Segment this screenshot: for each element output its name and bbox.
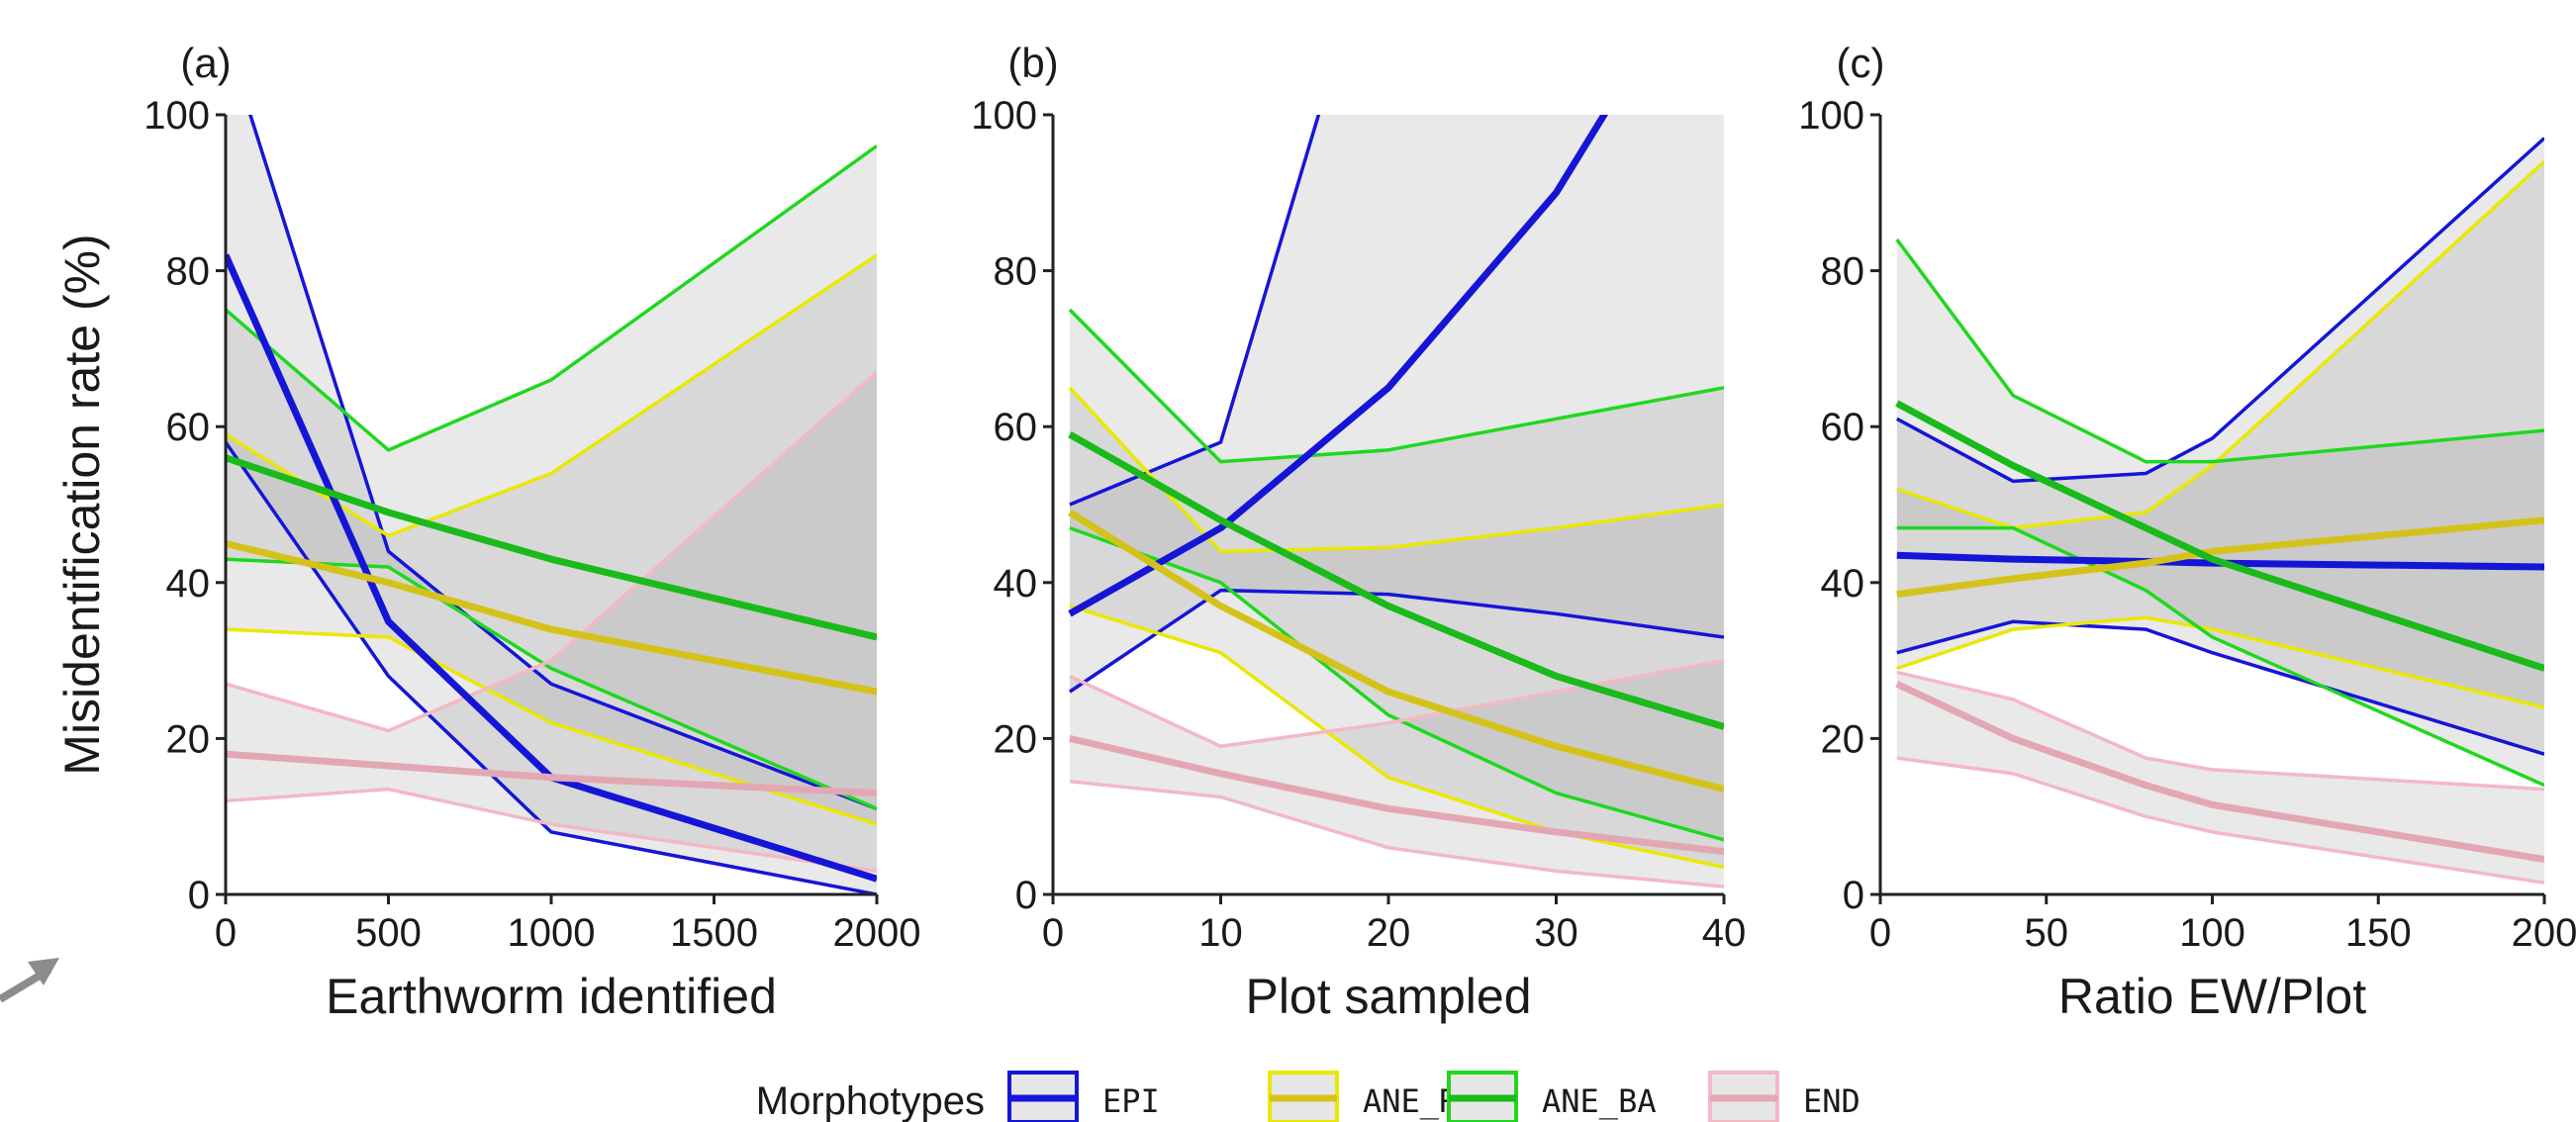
lower-bound-end bbox=[226, 787, 877, 874]
y-tick-label: 100 bbox=[971, 94, 1037, 138]
fit-line-ane-ra bbox=[1068, 509, 1724, 794]
lower-bound-epi bbox=[226, 440, 877, 894]
legend-label: ANE_BA bbox=[1542, 1082, 1657, 1120]
lower-bound-ane-ra bbox=[226, 627, 877, 826]
fit-line-end bbox=[1069, 734, 1724, 856]
lower-bound-ane-ba bbox=[1896, 525, 2544, 788]
panel-label: (a) bbox=[180, 40, 231, 86]
fit-line-ane-ba bbox=[226, 454, 877, 641]
lower-bound-end bbox=[1069, 779, 1724, 888]
fit-line-epi bbox=[1068, 115, 1609, 617]
y-tick-label: 100 bbox=[1798, 94, 1864, 138]
fit-line-epi bbox=[226, 253, 877, 883]
y-axis-title: Misidentification rate (%) bbox=[54, 234, 110, 775]
upper-bound-ane-ra bbox=[1068, 386, 1724, 554]
y-tick-label: 80 bbox=[1821, 250, 1865, 294]
legend-key-ane-ra bbox=[1268, 1071, 1339, 1122]
ribbon-ane-ba bbox=[1896, 239, 2544, 786]
x-tick-label: 0 bbox=[215, 911, 237, 955]
upper-bound-epi bbox=[1895, 137, 2544, 484]
y-tick-label: 60 bbox=[1821, 406, 1865, 449]
y-tick-label: 0 bbox=[1015, 874, 1037, 917]
upper-bound-end bbox=[1069, 658, 1724, 749]
lower-bound-epi bbox=[1068, 588, 1724, 694]
fit-line-end bbox=[226, 750, 877, 797]
y-tick-label: 20 bbox=[166, 717, 211, 761]
x-tick-label: 1500 bbox=[670, 911, 758, 955]
plot-area bbox=[1068, 115, 1724, 888]
x-tick-label: 0 bbox=[1042, 911, 1064, 955]
legend-label: END bbox=[1803, 1082, 1860, 1120]
fit-line-ane-ba bbox=[1068, 431, 1724, 730]
x-axis-title: Ratio EW/Plot bbox=[2058, 969, 2366, 1024]
upper-bound-end bbox=[1896, 670, 2544, 792]
y-tick-label: 40 bbox=[1821, 562, 1865, 606]
x-tick-label: 10 bbox=[1198, 911, 1243, 955]
fit-line-ane-ba bbox=[1895, 400, 2544, 672]
ribbon-ane-ba bbox=[226, 145, 877, 809]
ribbon-epi bbox=[1069, 115, 1724, 693]
x-tick-label: 500 bbox=[355, 911, 422, 955]
lower-bound-ane-ba bbox=[1069, 525, 1724, 842]
y-tick-label: 60 bbox=[166, 406, 211, 449]
y-tick-label: 100 bbox=[143, 94, 210, 138]
lower-bound-ane-ra bbox=[1069, 604, 1724, 870]
x-tick-label: 2000 bbox=[833, 911, 921, 955]
upper-bound-ane-ba bbox=[1895, 238, 2544, 464]
x-tick-label: 50 bbox=[2025, 911, 2069, 955]
legend-key-epi bbox=[1007, 1071, 1079, 1122]
ribbon-epi bbox=[1896, 138, 2544, 755]
y-tick-label: 40 bbox=[994, 562, 1038, 606]
upper-bound-ane-ra bbox=[1896, 159, 2544, 530]
fit-line-ane-ra bbox=[226, 539, 877, 696]
x-tick-label: 0 bbox=[1869, 911, 1891, 955]
y-tick-label: 0 bbox=[1843, 874, 1864, 917]
x-tick-label: 30 bbox=[1534, 911, 1578, 955]
upper-bound-epi bbox=[1069, 115, 1321, 507]
x-axis-title: Plot sampled bbox=[1245, 969, 1531, 1024]
lower-bound-ane-ra bbox=[1896, 615, 2544, 709]
legend-key-ane-ba bbox=[1447, 1071, 1518, 1122]
panel-label: (c) bbox=[1837, 40, 1885, 86]
y-tick-label: 60 bbox=[994, 406, 1038, 449]
x-tick-label: 150 bbox=[2345, 911, 2412, 955]
y-tick-label: 40 bbox=[166, 562, 211, 606]
panel-c: 0 20 40 60 80 100 0 50 100 150 200 Ratio EW/Plot (c) bbox=[1798, 40, 2576, 1024]
x-tick-label: 200 bbox=[2512, 911, 2576, 955]
legend-key-end bbox=[1708, 1071, 1779, 1122]
y-tick-label: 20 bbox=[1821, 717, 1865, 761]
legend-title: Morphotypes bbox=[756, 1079, 985, 1122]
x-tick-label: 20 bbox=[1367, 911, 1411, 955]
fit-line-ane-ra bbox=[1896, 516, 2544, 599]
panel-b: 0 20 40 60 80 100 0 10 20 30 40 Plot sampled (b) bbox=[971, 40, 1747, 1024]
x-tick-label: 1000 bbox=[508, 911, 596, 955]
ribbon-ane-ba bbox=[1069, 310, 1724, 840]
upper-bound-ane-ba bbox=[1068, 308, 1724, 464]
x-tick-label: 40 bbox=[1702, 911, 1747, 955]
legend: Morphotypes EPI ANE_RA ANE_BA END bbox=[756, 1071, 1860, 1122]
lower-bound-end bbox=[1896, 756, 2544, 885]
x-axis-title: Earthworm identified bbox=[326, 969, 777, 1024]
ribbon-ane-ra bbox=[226, 254, 877, 825]
fit-line-end bbox=[1895, 681, 2544, 863]
panel-label: (b) bbox=[1007, 40, 1058, 86]
legend-label: EPI bbox=[1102, 1082, 1160, 1120]
plot-area bbox=[226, 115, 877, 894]
plot-area bbox=[1895, 137, 2544, 885]
y-tick-label: 20 bbox=[994, 717, 1038, 761]
y-tick-label: 80 bbox=[166, 250, 211, 294]
y-tick-label: 80 bbox=[994, 250, 1038, 294]
upper-bound-ane-ba bbox=[226, 144, 877, 452]
y-tick-label: 0 bbox=[188, 874, 210, 917]
x-tick-label: 100 bbox=[2179, 911, 2245, 955]
arrow-icon bbox=[0, 958, 59, 1003]
